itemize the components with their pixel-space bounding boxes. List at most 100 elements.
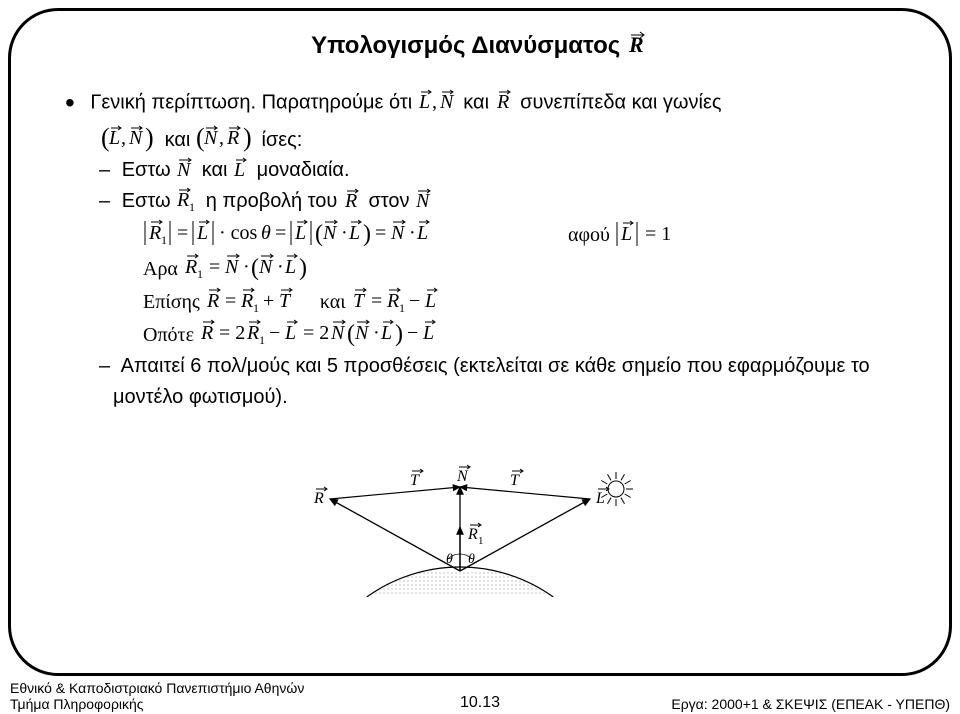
svg-text:N: N — [258, 256, 274, 278]
svg-text:−: − — [407, 322, 418, 344]
svg-text:L: L — [422, 322, 434, 344]
vec-r-small-icon: R — [495, 89, 515, 113]
svg-text:1: 1 — [478, 535, 484, 547]
R-label: R — [313, 487, 327, 507]
svg-text:N: N — [354, 322, 370, 344]
svg-text:R: R — [467, 526, 478, 543]
svg-text:·: · — [243, 256, 250, 278]
svg-text:(: ( — [315, 221, 323, 247]
T-right-label: T — [510, 469, 523, 489]
svg-text:+: + — [263, 290, 274, 312]
paren1-mid: και — [165, 129, 196, 151]
svg-text:·: · — [277, 256, 284, 278]
ara-label: Αρα — [143, 258, 183, 280]
ln-pair-icon: L , N — [418, 89, 458, 113]
svg-text:,: , — [219, 127, 224, 149]
svg-text:T: T — [510, 472, 520, 489]
svg-text:N: N — [415, 190, 431, 212]
eq-r1-mag: R 1 = L · cos θ = L ( N · L — [143, 217, 905, 251]
eq-episis: Επίσης R = R 1 + T και T = R — [143, 285, 905, 317]
theta-left: θ — [446, 552, 453, 567]
svg-text:N: N — [439, 91, 455, 113]
eq-episis1-svg: R = R 1 + T — [205, 285, 315, 317]
svg-text:N: N — [322, 222, 338, 244]
footer-page: 10.13 — [460, 694, 500, 712]
svg-text:(: ( — [347, 321, 355, 347]
R-arrow — [330, 499, 460, 571]
bullet1-c: συνεπίπεδα και γωνίες — [520, 91, 721, 113]
eq-ara: Αρα R 1 = N · ( N · L ) — [143, 251, 905, 285]
svg-text:L: L — [620, 223, 632, 245]
svg-text:1: 1 — [197, 267, 203, 281]
footer-left-1: Εθνικό & Καποδιστριακό Πανεπιστήμιο Αθην… — [10, 680, 304, 696]
N-label: N — [456, 465, 470, 485]
vector-r-icon: R — [627, 31, 649, 57]
svg-text:R: R — [148, 222, 161, 244]
opote-label: Οπότε — [143, 324, 199, 346]
aphou: αφού — [568, 224, 615, 246]
svg-text:N: N — [456, 468, 469, 485]
eq-episis2-svg: T = R 1 − L — [351, 285, 461, 317]
svg-text:R: R — [386, 290, 399, 312]
svg-text:1: 1 — [259, 333, 265, 347]
bullet1-a: Γενική περίπτωση. Παρατηρούμε ότι — [90, 91, 417, 113]
svg-text:N: N — [224, 256, 240, 278]
svg-text:R: R — [184, 256, 197, 278]
svg-text:1: 1 — [189, 200, 195, 213]
sub2-a: Εστω — [122, 190, 176, 212]
svg-text:(: ( — [251, 255, 259, 281]
svg-text:N: N — [128, 127, 144, 149]
footer-left-2: Τμήμα Πληροφορικής — [10, 696, 304, 712]
svg-text:·: · — [409, 222, 416, 244]
svg-text:): ) — [145, 124, 154, 152]
svg-text:R: R — [313, 490, 324, 507]
sun-icon — [608, 481, 624, 497]
svg-text:T: T — [410, 472, 420, 489]
footer-left: Εθνικό & Καποδιστριακό Πανεπιστήμιο Αθην… — [10, 680, 304, 712]
svg-text:· cos: · cos — [219, 222, 258, 244]
vec-l-icon: L — [233, 157, 251, 181]
svg-text:= 1: = 1 — [645, 223, 671, 245]
svg-text:N: N — [330, 322, 346, 344]
vec-n-icon-2: N — [415, 188, 435, 212]
svg-text:·: · — [373, 322, 380, 344]
sub-cost: – Απαιτεί 6 πολ/μούς και 5 προσθέσεις (ε… — [113, 351, 873, 413]
svg-text:N: N — [390, 222, 406, 244]
svg-text:=: = — [375, 222, 386, 244]
sub1-a: Εστω — [122, 159, 176, 181]
svg-text:L: L — [284, 322, 296, 344]
svg-text:=: = — [177, 222, 188, 244]
svg-text:): ) — [299, 255, 307, 281]
svg-text:θ: θ — [261, 222, 271, 244]
T-left-label: T — [410, 469, 423, 489]
svg-text:R: R — [628, 32, 644, 57]
T-left-arrow — [330, 487, 460, 499]
sub3-text: Απαιτεί 6 πολ/μούς και 5 προσθέσεις (εκτ… — [113, 355, 870, 408]
R1-label: R1 — [467, 523, 484, 547]
svg-text:N: N — [203, 127, 219, 149]
vec-n-icon: N — [176, 157, 196, 181]
dash-3: – — [99, 355, 110, 377]
eq1-svg: R 1 = L · cos θ = L ( N · L — [143, 217, 563, 251]
svg-text:R: R — [246, 322, 259, 344]
svg-text:L: L — [595, 490, 605, 507]
svg-text:=: = — [275, 222, 286, 244]
sub1-c: μοναδιαία. — [257, 159, 350, 181]
svg-text:−: − — [409, 290, 420, 312]
svg-text:−: − — [269, 322, 280, 344]
episis-a: Επίσης — [143, 291, 205, 313]
vec-r-icon-2: R — [343, 188, 363, 212]
svg-text:): ) — [363, 221, 371, 247]
slide-footer: Εθνικό & Καποδιστριακό Πανεπιστήμιο Αθην… — [10, 680, 950, 712]
theta-right: θ — [468, 552, 475, 567]
svg-text:1: 1 — [253, 301, 259, 315]
bullet-marker: • — [65, 87, 75, 118]
svg-text:L: L — [424, 290, 436, 312]
dash-1: – — [99, 159, 110, 181]
sub2-c: στον — [368, 190, 415, 212]
svg-text:=: = — [209, 256, 220, 278]
paren1-end: ίσες: — [261, 129, 302, 151]
svg-text:R: R — [240, 290, 253, 312]
sub-unit: – Εστω N και L μοναδιαία. — [113, 155, 905, 186]
eq-l-eq-1-svg: L = 1 — [615, 218, 685, 250]
